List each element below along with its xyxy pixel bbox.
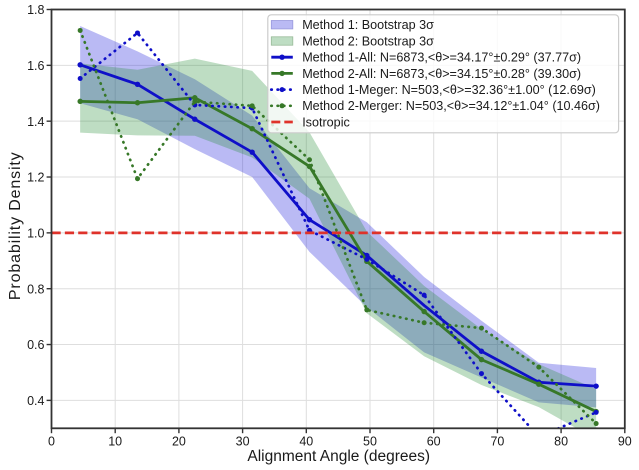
svg-text:Alignment Angle (degrees): Alignment Angle (degrees) <box>247 448 430 465</box>
svg-text:70: 70 <box>490 435 504 449</box>
svg-text:90: 90 <box>618 435 632 449</box>
svg-text:0: 0 <box>48 435 55 449</box>
svg-text:Method 2-Merger: N=503,<θ>=34.: Method 2-Merger: N=503,<θ>=34.12°±1.04° … <box>302 99 600 113</box>
svg-text:Method 1-Meger: N=503,<θ>=32.3: Method 1-Meger: N=503,<θ>=32.36°±1.00° (… <box>302 83 596 97</box>
svg-text:1.2: 1.2 <box>27 171 44 185</box>
svg-text:Method 1-All: N=6873,<θ>=34.17: Method 1-All: N=6873,<θ>=34.17°±0.29° (3… <box>302 51 581 65</box>
svg-text:Probability Density: Probability Density <box>7 151 24 300</box>
svg-text:10: 10 <box>108 435 122 449</box>
svg-text:20: 20 <box>172 435 186 449</box>
svg-text:Isotropic: Isotropic <box>302 115 350 129</box>
svg-text:Method 2-All: N=6873,<θ>=34.15: Method 2-All: N=6873,<θ>=34.15°±0.28° (3… <box>302 67 581 81</box>
svg-text:0.6: 0.6 <box>27 338 44 352</box>
svg-text:1.8: 1.8 <box>27 3 44 17</box>
svg-text:30: 30 <box>236 435 250 449</box>
svg-text:40: 40 <box>299 435 313 449</box>
svg-text:0.8: 0.8 <box>27 282 44 296</box>
svg-text:50: 50 <box>363 435 377 449</box>
svg-text:0.4: 0.4 <box>27 394 44 408</box>
svg-text:Method 1: Bootstrap 3σ: Method 1: Bootstrap 3σ <box>302 18 434 32</box>
svg-text:80: 80 <box>554 435 568 449</box>
svg-text:1.0: 1.0 <box>27 226 44 240</box>
svg-text:Method 2: Bootstrap 3σ: Method 2: Bootstrap 3σ <box>302 34 434 48</box>
svg-text:60: 60 <box>427 435 441 449</box>
svg-text:1.6: 1.6 <box>27 59 44 73</box>
svg-text:1.4: 1.4 <box>27 115 44 129</box>
